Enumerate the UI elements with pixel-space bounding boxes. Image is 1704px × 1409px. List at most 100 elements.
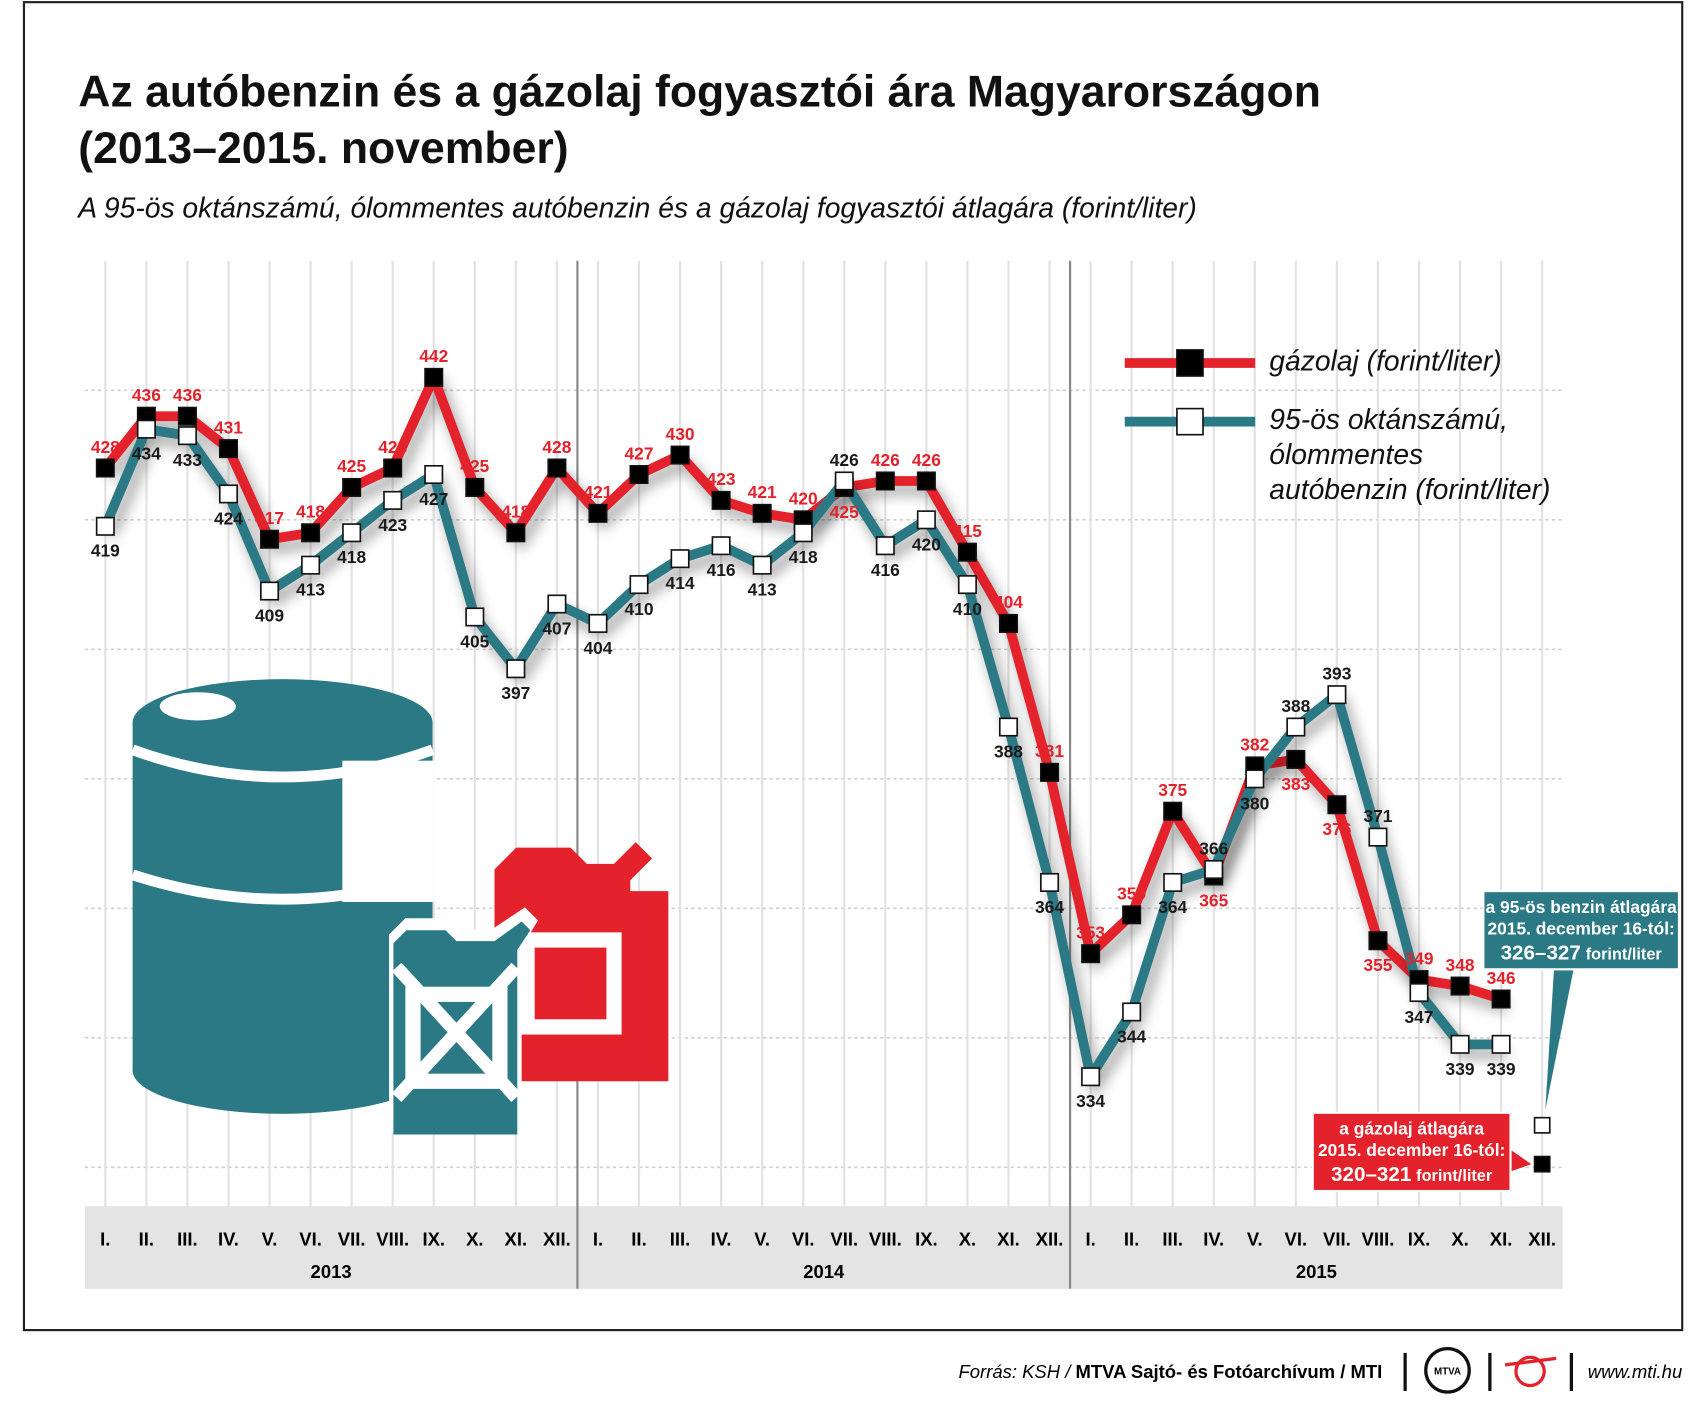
data-label: 418 bbox=[789, 547, 818, 567]
point bbox=[875, 471, 895, 491]
point bbox=[793, 523, 813, 543]
data-label: 428 bbox=[91, 437, 120, 457]
x-tick-label: VI. bbox=[792, 1228, 815, 1249]
callout-text: a 95-ös benzin átlagára bbox=[1486, 897, 1678, 917]
data-label: 423 bbox=[378, 515, 407, 535]
callout-box bbox=[1311, 1111, 1512, 1193]
logo-circle bbox=[1424, 1346, 1471, 1394]
point bbox=[301, 555, 321, 575]
data-label: 416 bbox=[871, 560, 900, 580]
data-label: 364 bbox=[1035, 897, 1064, 917]
point bbox=[1040, 872, 1060, 892]
data-label: 405 bbox=[460, 631, 489, 651]
data-label: 415 bbox=[953, 521, 982, 541]
callout-range-value: 320–321 bbox=[1331, 1163, 1411, 1186]
mti-logo bbox=[1504, 1355, 1557, 1388]
point bbox=[260, 529, 280, 549]
data-label: 423 bbox=[707, 469, 736, 489]
data-label: 381 bbox=[1035, 741, 1064, 761]
point bbox=[95, 516, 115, 536]
point bbox=[547, 458, 567, 478]
point bbox=[1327, 685, 1347, 705]
point bbox=[998, 717, 1018, 737]
legend-marker bbox=[1176, 349, 1204, 377]
point bbox=[424, 464, 444, 485]
point bbox=[629, 575, 649, 595]
point bbox=[383, 458, 403, 478]
data-label: 421 bbox=[748, 482, 777, 502]
data-label: 347 bbox=[1405, 1007, 1434, 1027]
x-tick-label: IV. bbox=[218, 1228, 239, 1249]
x-tick-label: VII. bbox=[830, 1228, 858, 1249]
data-label: 359 bbox=[1117, 884, 1146, 904]
point bbox=[875, 536, 895, 556]
x-tick-label: II. bbox=[631, 1228, 646, 1249]
x-tick-label: VIII. bbox=[869, 1228, 902, 1249]
point bbox=[1163, 801, 1183, 821]
data-label: 426 bbox=[830, 450, 859, 470]
data-label: 339 bbox=[1487, 1059, 1516, 1079]
x-tick-label: III. bbox=[177, 1228, 198, 1249]
data-label: 364 bbox=[1158, 897, 1187, 917]
point bbox=[1368, 931, 1388, 951]
data-label: 388 bbox=[994, 741, 1023, 761]
callout-text: 2015. december 16-tól: bbox=[1487, 919, 1674, 939]
data-label: 424 bbox=[214, 508, 243, 528]
point bbox=[916, 510, 936, 530]
point bbox=[957, 542, 977, 562]
data-label: 426 bbox=[912, 450, 941, 470]
point bbox=[711, 536, 731, 556]
x-tick-label: I. bbox=[1085, 1228, 1095, 1249]
logo-text: MTVA bbox=[1434, 1367, 1461, 1378]
data-label: 421 bbox=[583, 482, 612, 502]
point bbox=[629, 464, 649, 485]
legend-label: gázolaj (forint/liter) bbox=[1269, 344, 1502, 378]
data-label: 420 bbox=[912, 534, 941, 554]
point bbox=[834, 471, 854, 491]
data-label: 442 bbox=[419, 346, 448, 366]
point bbox=[342, 523, 362, 543]
data-label: 419 bbox=[91, 541, 120, 561]
point bbox=[465, 607, 485, 627]
point bbox=[136, 419, 156, 439]
data-label: 355 bbox=[1363, 955, 1392, 975]
point bbox=[547, 594, 567, 614]
point bbox=[95, 458, 115, 478]
point bbox=[465, 477, 485, 497]
x-tick-label: XII. bbox=[1036, 1228, 1064, 1249]
point bbox=[752, 555, 772, 575]
data-label: 430 bbox=[666, 424, 695, 444]
data-label: 410 bbox=[625, 599, 654, 619]
callout-pointer bbox=[1510, 1149, 1532, 1172]
year-label: 2014 bbox=[803, 1261, 845, 1282]
callout-unit: forint/liter bbox=[1586, 946, 1663, 964]
data-label: 431 bbox=[214, 417, 243, 437]
data-label: 380 bbox=[1240, 793, 1269, 813]
chart-title: Az autóbenzin és a gázolaj fogyasztói ár… bbox=[78, 67, 1321, 116]
data-label: 375 bbox=[1158, 780, 1187, 800]
point bbox=[506, 523, 526, 543]
data-label: 388 bbox=[1281, 696, 1310, 716]
point bbox=[1491, 1034, 1511, 1054]
point bbox=[1204, 859, 1224, 880]
data-label: 346 bbox=[1487, 968, 1516, 988]
callout-box bbox=[1482, 889, 1681, 971]
data-label: 410 bbox=[953, 599, 982, 619]
data-label: 414 bbox=[666, 573, 695, 593]
point bbox=[670, 445, 690, 465]
data-label: 339 bbox=[1446, 1059, 1475, 1079]
x-tick-label: II. bbox=[139, 1228, 154, 1249]
data-label: 420 bbox=[789, 489, 818, 509]
x-tick-label: IV. bbox=[711, 1228, 732, 1249]
data-label: 425 bbox=[830, 502, 859, 522]
x-tick-label: XI. bbox=[1490, 1228, 1513, 1249]
legend-marker bbox=[1176, 407, 1204, 436]
data-label: 348 bbox=[1446, 955, 1475, 975]
point bbox=[506, 659, 526, 679]
point bbox=[1040, 762, 1060, 782]
data-label: 371 bbox=[1363, 806, 1392, 826]
x-tick-label: V. bbox=[262, 1228, 278, 1249]
x-tick-label: XI. bbox=[997, 1228, 1020, 1249]
point bbox=[177, 406, 197, 426]
chart-title: (2013–2015. november) bbox=[78, 124, 568, 173]
